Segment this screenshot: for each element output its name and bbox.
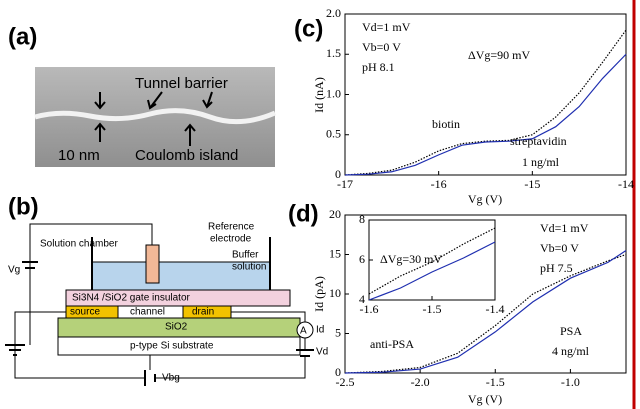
page: (a) (b) (c) (d) Tunnel barrier 10 nm Cou… (0, 0, 640, 409)
figure: (a) (b) (c) (d) Tunnel barrier 10 nm Cou… (0, 0, 640, 409)
x-tick-label: -16 (431, 177, 447, 191)
panel-label: (b) (8, 193, 39, 220)
annotation: Vd=1 mV (362, 20, 411, 34)
x-tick-label: -2.0 (411, 375, 430, 389)
y-tick-label: 2.0 (326, 6, 341, 20)
annotation: pH 7.5 (540, 261, 573, 275)
annotation: pH 8.1 (362, 60, 395, 74)
device-label: Vbg (162, 373, 180, 384)
y-tick-label: 10 (329, 286, 341, 300)
x-tick-label: -1.0 (561, 375, 580, 389)
y-tick-label: 20 (329, 207, 341, 221)
y-tick-label: 1.5 (326, 46, 341, 60)
y-tick-label: 15 (329, 246, 341, 260)
device-label: solution (232, 262, 266, 273)
series-label: anti-PSA (370, 337, 414, 351)
x-tick-label: -14 (618, 177, 634, 191)
annotation: Vb=0 V (362, 40, 401, 54)
annotation: 1 ng/ml (522, 155, 560, 169)
x-axis-label: Vg (V) (468, 392, 502, 406)
y-tick-label: 4 (359, 292, 365, 306)
series-label: biotin (432, 117, 460, 131)
device-label: electrode (210, 234, 252, 245)
device-label: Id (316, 325, 324, 336)
y-tick-label: 6 (359, 252, 365, 266)
y-tick-label: 0 (335, 365, 341, 379)
series-label: PSA (560, 324, 582, 338)
device-label: source (70, 307, 100, 318)
device-label: Vd (316, 347, 328, 358)
sem-label: 10 nm (58, 147, 100, 164)
device-label: Reference (208, 222, 255, 233)
device-label: Vg (8, 265, 20, 276)
sem-label: Coulomb island (135, 147, 238, 164)
device-label: channel (130, 307, 165, 318)
y-tick-label: 5 (335, 325, 341, 339)
y-tick-label: 0 (335, 167, 341, 181)
panel-label: (a) (8, 23, 37, 50)
device-label: Solution chamber (40, 239, 118, 250)
device-label: SiO2 (165, 322, 188, 333)
plot-frame (345, 14, 626, 175)
series-label: streptavidin (510, 134, 567, 148)
annotation: ΔVg=30 mV (380, 252, 442, 266)
panel-label: (d) (288, 200, 319, 227)
x-tick-label: -15 (524, 177, 540, 191)
y-tick-label: 1.0 (326, 86, 341, 100)
y-tick-label: 8 (359, 212, 365, 226)
x-tick-label: -1.5 (423, 302, 442, 316)
x-axis-label: Vg (V) (468, 192, 502, 206)
panel-label: (c) (294, 15, 323, 42)
device-label: A (300, 326, 307, 337)
annotation: Vd=1 mV (540, 221, 589, 235)
y-axis-label: Id (nA) (312, 77, 326, 113)
sem-label: Tunnel barrier (135, 75, 228, 92)
annotation: Vb=0 V (540, 241, 579, 255)
x-tick-label: -1.4 (486, 302, 505, 316)
device-label: p-type Si substrate (130, 341, 214, 352)
y-tick-label: 0.5 (326, 127, 341, 141)
annotation: ΔVg=90 mV (468, 48, 530, 62)
device-label: Buffer (232, 250, 259, 261)
x-tick-label: -1.5 (486, 375, 505, 389)
y-axis-label: Id (pA) (312, 276, 326, 312)
annotation: 4 ng/ml (552, 344, 590, 358)
device-label: drain (192, 307, 214, 318)
device-label: Si3N4 /SiO2 gate insulator (72, 293, 191, 304)
